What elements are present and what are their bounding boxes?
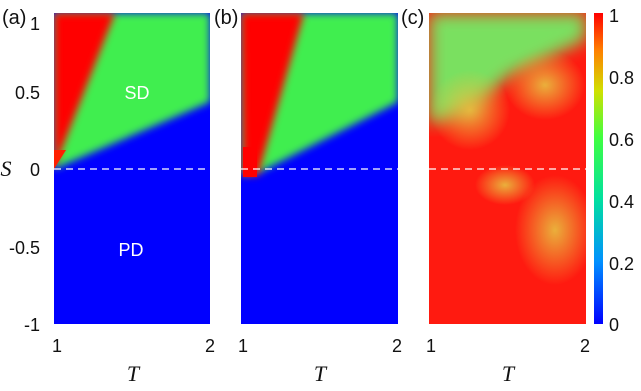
panel-c-label: (c) — [401, 7, 424, 29]
panel-c-orange-blob-1 — [430, 70, 510, 150]
colorbar: 1 0.8 0.6 0.4 0.2 0 — [594, 6, 634, 335]
panel-c-orange-blob-2 — [505, 50, 585, 120]
colorbar-tick-0.8: 0.8 — [609, 68, 634, 88]
panel-a-red-tip — [54, 150, 66, 169]
colorbar-tick-0.4: 0.4 — [609, 192, 634, 212]
panel-a-xlabel: T — [127, 361, 141, 386]
panel-c-orange-blob-3 — [515, 175, 586, 285]
colorbar-tick-0: 0 — [609, 315, 619, 335]
panel-a-pd-label: PD — [118, 240, 143, 260]
colorbar-tick-0.2: 0.2 — [609, 254, 634, 274]
panel-a-xtick-2: 2 — [205, 336, 215, 356]
panel-a-xtick-1: 1 — [52, 336, 62, 356]
panel-c-xtick-1: 1 — [426, 336, 436, 356]
panel-c-xtick-2: 2 — [580, 336, 590, 356]
panel-a-ytick-5: -1 — [24, 315, 40, 335]
panel-a-ytick-2: 0.5 — [15, 83, 40, 103]
panel-c-orange-blob-4 — [475, 165, 535, 205]
panel-b-red-spot — [243, 147, 257, 177]
panel-a-label: (a) — [2, 7, 26, 29]
panel-b-xlabel: T — [314, 361, 328, 386]
colorbar-gradient — [594, 13, 603, 324]
panel-a-ytick-4: -0.5 — [9, 238, 40, 258]
panel-a-heatmap — [54, 13, 210, 324]
panel-b-xtick-1: 1 — [238, 336, 248, 356]
panel-a-ytick-1: 1 — [30, 14, 40, 34]
panel-c-xlabel: T — [502, 361, 516, 386]
panel-a: SD PD (a) 1 0.5 0 -0.5 -1 S 1 2 T — [1, 7, 216, 386]
colorbar-tick-1: 1 — [609, 6, 619, 26]
panel-a-ytick-3: 0 — [30, 160, 40, 180]
panel-a-sd-label: SD — [124, 83, 149, 103]
panel-b-heatmap — [241, 13, 398, 324]
panel-a-ylabel: S — [1, 156, 12, 181]
panel-b-red-region — [241, 13, 304, 175]
panel-b-label: (b) — [214, 7, 238, 29]
panel-b: (b) 1 2 T — [214, 7, 402, 386]
colorbar-tick-0.6: 0.6 — [609, 130, 634, 150]
panel-c: (c) 1 2 T — [401, 7, 590, 386]
panel-a-red-region — [54, 13, 115, 169]
panel-b-xtick-2: 2 — [392, 336, 402, 356]
